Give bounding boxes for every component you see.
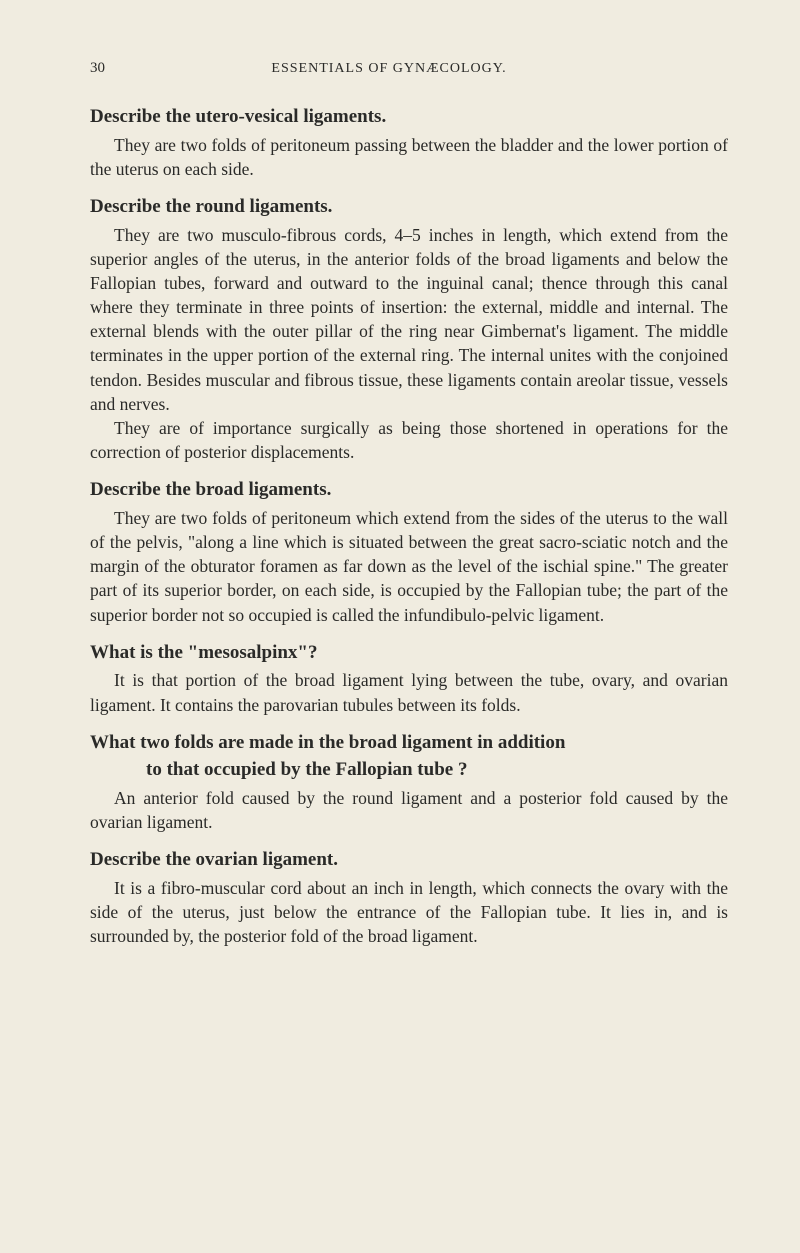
answer-text: They are two folds of peritoneum which e… bbox=[90, 506, 728, 627]
qa-block: Describe the round ligaments. They are t… bbox=[90, 195, 728, 464]
qa-block: What two folds are made in the broad lig… bbox=[90, 731, 728, 835]
answer-text: It is a fibro-muscular cord about an inc… bbox=[90, 876, 728, 948]
answer-text: It is that portion of the broad ligament… bbox=[90, 668, 728, 716]
answer-text: They are two folds of peritoneum passing… bbox=[90, 133, 728, 181]
question-heading: Describe the broad ligaments. bbox=[90, 478, 728, 502]
qa-block: Describe the utero-vesical ligaments. Th… bbox=[90, 105, 728, 181]
question-heading: Describe the utero-vesical ligaments. bbox=[90, 105, 728, 129]
qa-block: What is the "mesosalpinx"? It is that po… bbox=[90, 641, 728, 717]
page-number: 30 bbox=[90, 60, 105, 77]
question-heading-indent: to that occupied by the Fallopian tube ? bbox=[146, 758, 728, 782]
page-header: 30 ESSENTIALS OF GYNÆCOLOGY. bbox=[90, 60, 728, 77]
question-heading: Describe the round ligaments. bbox=[90, 195, 728, 219]
question-heading: What is the "mesosalpinx"? bbox=[90, 641, 728, 665]
qa-block: Describe the ovarian ligament. It is a f… bbox=[90, 848, 728, 948]
answer-text: An anterior fold caused by the round lig… bbox=[90, 786, 728, 834]
question-heading: Describe the ovarian ligament. bbox=[90, 848, 728, 872]
header-title: ESSENTIALS OF GYNÆCOLOGY. bbox=[271, 61, 506, 77]
answer-text: They are of importance surgically as bei… bbox=[90, 416, 728, 464]
answer-text: They are two musculo-fibrous cords, 4–5 … bbox=[90, 223, 728, 416]
qa-block: Describe the broad ligaments. They are t… bbox=[90, 478, 728, 626]
question-heading: What two folds are made in the broad lig… bbox=[90, 731, 728, 755]
page-container: 30 ESSENTIALS OF GYNÆCOLOGY. Describe th… bbox=[0, 0, 800, 1253]
